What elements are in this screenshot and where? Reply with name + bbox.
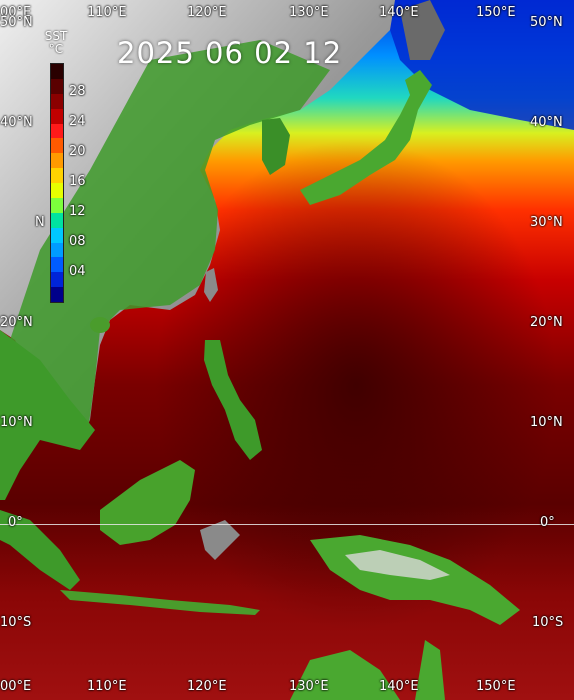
latitude-label: 50°N <box>530 15 563 30</box>
colorbar-tick-label: 08 <box>69 234 86 249</box>
latitude-label: 10°N <box>0 415 33 430</box>
longitude-label: 150°E <box>476 679 516 694</box>
latitude-label: 20°N <box>0 315 33 330</box>
colorbar-segment <box>51 287 63 302</box>
latitude-label: 0° <box>540 515 555 530</box>
latitude-label: 10°S <box>0 615 32 630</box>
longitude-label: 120°E <box>187 5 227 20</box>
colorbar-segment <box>51 242 63 258</box>
colorbar-segment <box>51 183 63 198</box>
colorbar-tick-label: 16 <box>69 174 86 189</box>
equator-line <box>0 524 574 525</box>
legend-unit: °C <box>48 42 64 56</box>
colorbar-segment <box>51 123 63 139</box>
colorbar-segment <box>51 197 63 213</box>
longitude-label: 140°E <box>379 5 419 20</box>
latitude-label: 20°N <box>530 315 563 330</box>
colorbar-segment <box>51 272 63 288</box>
colorbar-tick-label: 04 <box>69 264 86 279</box>
colorbar-segment <box>51 93 63 109</box>
colorbar-segment <box>51 227 63 243</box>
legend-header: SST °C <box>40 30 72 56</box>
colorbar-segment <box>51 64 63 79</box>
longitude-label: 00°E <box>0 5 32 20</box>
longitude-label: 140°E <box>379 679 419 694</box>
latitude-label: 40°N <box>530 115 563 130</box>
longitude-label: 00°E <box>0 679 32 694</box>
colorbar-segment <box>51 138 63 154</box>
longitude-label: 110°E <box>87 679 127 694</box>
latitude-label: 0° <box>8 515 23 530</box>
sst-colorbar <box>50 63 64 303</box>
longitude-label: 120°E <box>187 679 227 694</box>
colorbar-segment <box>51 78 63 94</box>
colorbar-segment <box>51 257 63 273</box>
latitude-label: 10°N <box>530 415 563 430</box>
latitude-label: N <box>35 215 45 230</box>
colorbar-segment <box>51 212 63 228</box>
latitude-label: 50°N <box>0 15 33 30</box>
longitude-label: 150°E <box>476 5 516 20</box>
latitude-label: 30°N <box>530 215 563 230</box>
colorbar-tick-label: 24 <box>69 114 86 129</box>
colorbar-segment <box>51 168 63 183</box>
colorbar-segment <box>51 153 63 169</box>
map-timestamp: 2025 06 02 12 <box>117 36 343 70</box>
colorbar-tick-label: 12 <box>69 204 86 219</box>
longitude-label: 110°E <box>87 5 127 20</box>
legend-variable: SST <box>44 29 68 43</box>
latitude-label: 10°S <box>532 615 564 630</box>
colorbar-tick-label: 20 <box>69 144 86 159</box>
longitude-label: 130°E <box>289 679 329 694</box>
colorbar-segment <box>51 108 63 124</box>
longitude-label: 130°E <box>289 5 329 20</box>
colorbar-tick-label: 28 <box>69 84 86 99</box>
latitude-label: 40°N <box>0 115 33 130</box>
